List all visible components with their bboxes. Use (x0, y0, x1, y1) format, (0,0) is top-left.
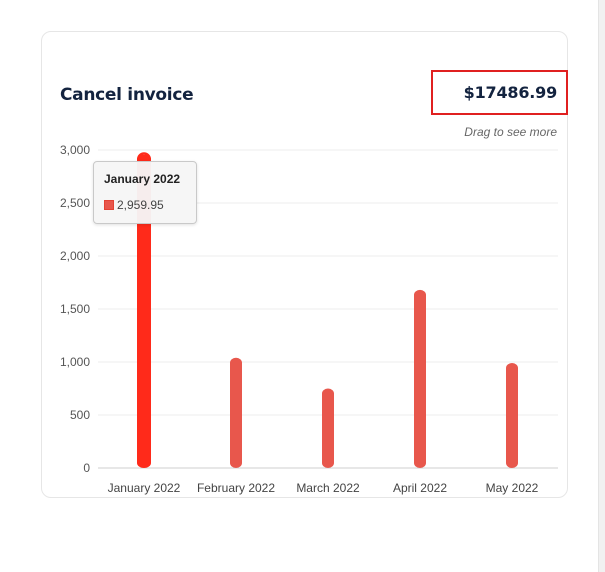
tooltip-value: 2,959.95 (117, 198, 164, 212)
tooltip-swatch (104, 200, 114, 210)
total-amount-box: $17486.99 (431, 70, 568, 115)
y-tick-label: 2,000 (60, 249, 90, 263)
page-scrollbar[interactable] (598, 0, 605, 572)
y-tick-label: 2,500 (60, 196, 90, 210)
bar (322, 388, 334, 468)
y-tick-label: 1,000 (60, 355, 90, 369)
bar (414, 289, 426, 468)
x-tick-label: January 2022 (108, 481, 181, 495)
y-tick-label: 0 (83, 461, 90, 475)
x-tick-label: February 2022 (197, 481, 275, 495)
y-tick-label: 3,000 (60, 143, 90, 157)
y-tick-label: 1,500 (60, 302, 90, 316)
chart-tooltip: January 2022 2,959.95 (93, 161, 197, 224)
card-title: Cancel invoice (60, 85, 194, 105)
x-tick-label: April 2022 (393, 481, 447, 495)
y-tick-label: 500 (70, 408, 90, 422)
bar (506, 363, 518, 468)
tooltip-title: January 2022 (104, 172, 181, 186)
x-tick-label: May 2022 (486, 481, 539, 495)
x-tick-label: March 2022 (296, 481, 360, 495)
drag-hint: Drag to see more (464, 125, 557, 139)
bar (137, 154, 151, 468)
tooltip-row: 2,959.95 (104, 198, 186, 212)
bar (230, 357, 242, 468)
chart-card: Cancel invoice $17486.99 Drag to see mor… (41, 31, 568, 498)
total-amount: $17486.99 (463, 83, 558, 102)
